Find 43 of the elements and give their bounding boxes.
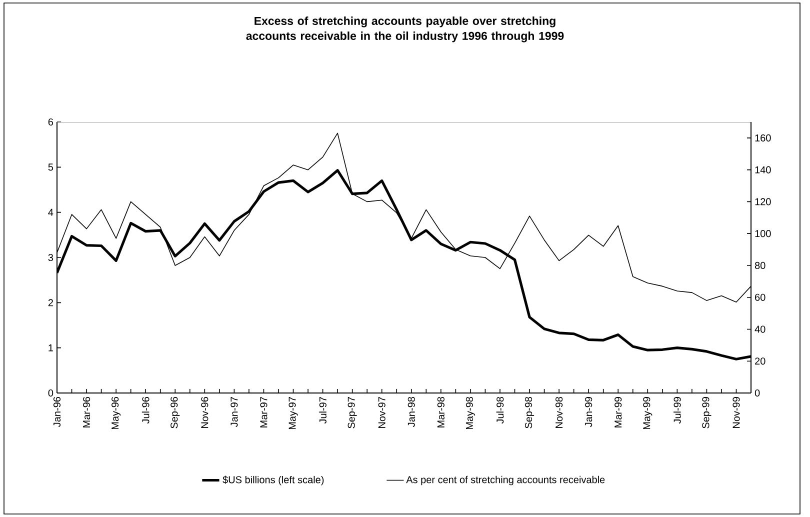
x-tick-label: May-96: [112, 396, 121, 430]
x-tick-label: Sep-97: [348, 397, 357, 428]
x-tick-label: Mar-99: [614, 397, 622, 428]
y2-tick-label: 80: [754, 262, 766, 270]
x-tick-label: Sep-99: [702, 397, 712, 428]
x-tick-label: Sep-98: [524, 396, 534, 428]
chart-title: Excess of stretching accounts payable over stretching accounts receivable in the oil industry 1996 through 1999: [246, 16, 564, 42]
y2-tick-label: 120: [755, 198, 771, 206]
y2-tick-label: 60: [755, 294, 766, 301]
y-tick-label: 5: [48, 164, 54, 171]
y-tick-label: 3: [48, 254, 54, 262]
x-tick-label: Nov-96: [201, 396, 208, 428]
y-tick-label: 4: [48, 208, 54, 216]
x-tick-label: Sep-96: [170, 396, 180, 428]
y2-tick-label: 100: [755, 230, 771, 238]
x-tick-label: Jul-99: [674, 397, 681, 424]
y2-tick-label: 20: [755, 358, 766, 365]
x-tick-label: Jan-97: [230, 397, 238, 427]
x-tick-label: Jan-99: [585, 397, 592, 427]
x-tick-label: May-99: [643, 397, 652, 430]
y-tick-label: 2: [48, 299, 53, 306]
legend-label: $US billions (left scale): [222, 476, 324, 486]
x-tick-label: Mar-97: [260, 397, 268, 428]
x-tick-label: Mar-96: [83, 396, 90, 428]
x-tick-label: Jan-98: [408, 396, 415, 427]
x-tick-label: Jul-96: [142, 396, 150, 424]
x-tick-label: Nov-98: [556, 396, 563, 428]
x-tick-label: Nov-97: [378, 397, 386, 428]
x-tick-label: May-97: [288, 397, 298, 430]
x-tick-label: Nov-99: [732, 397, 740, 428]
y2-tick-label: 0: [754, 389, 760, 397]
x-tick-label: Jan-96: [53, 396, 61, 427]
y2-tick-label: 40: [754, 326, 766, 333]
legend-label: As per cent of stretching accounts receivable: [406, 476, 605, 486]
y2-tick-label: 140: [755, 166, 771, 174]
y-tick-label: 6: [48, 118, 54, 126]
y2-tick-label: 160: [755, 134, 771, 142]
x-tick-label: May-98: [466, 396, 475, 430]
y-tick-label: 0: [48, 389, 54, 397]
x-tick-label: Jul-97: [319, 397, 326, 424]
x-tick-label: Jul-98: [496, 396, 504, 424]
x-tick-label: Mar-98: [437, 396, 444, 428]
y-tick-label: 1: [48, 344, 53, 352]
